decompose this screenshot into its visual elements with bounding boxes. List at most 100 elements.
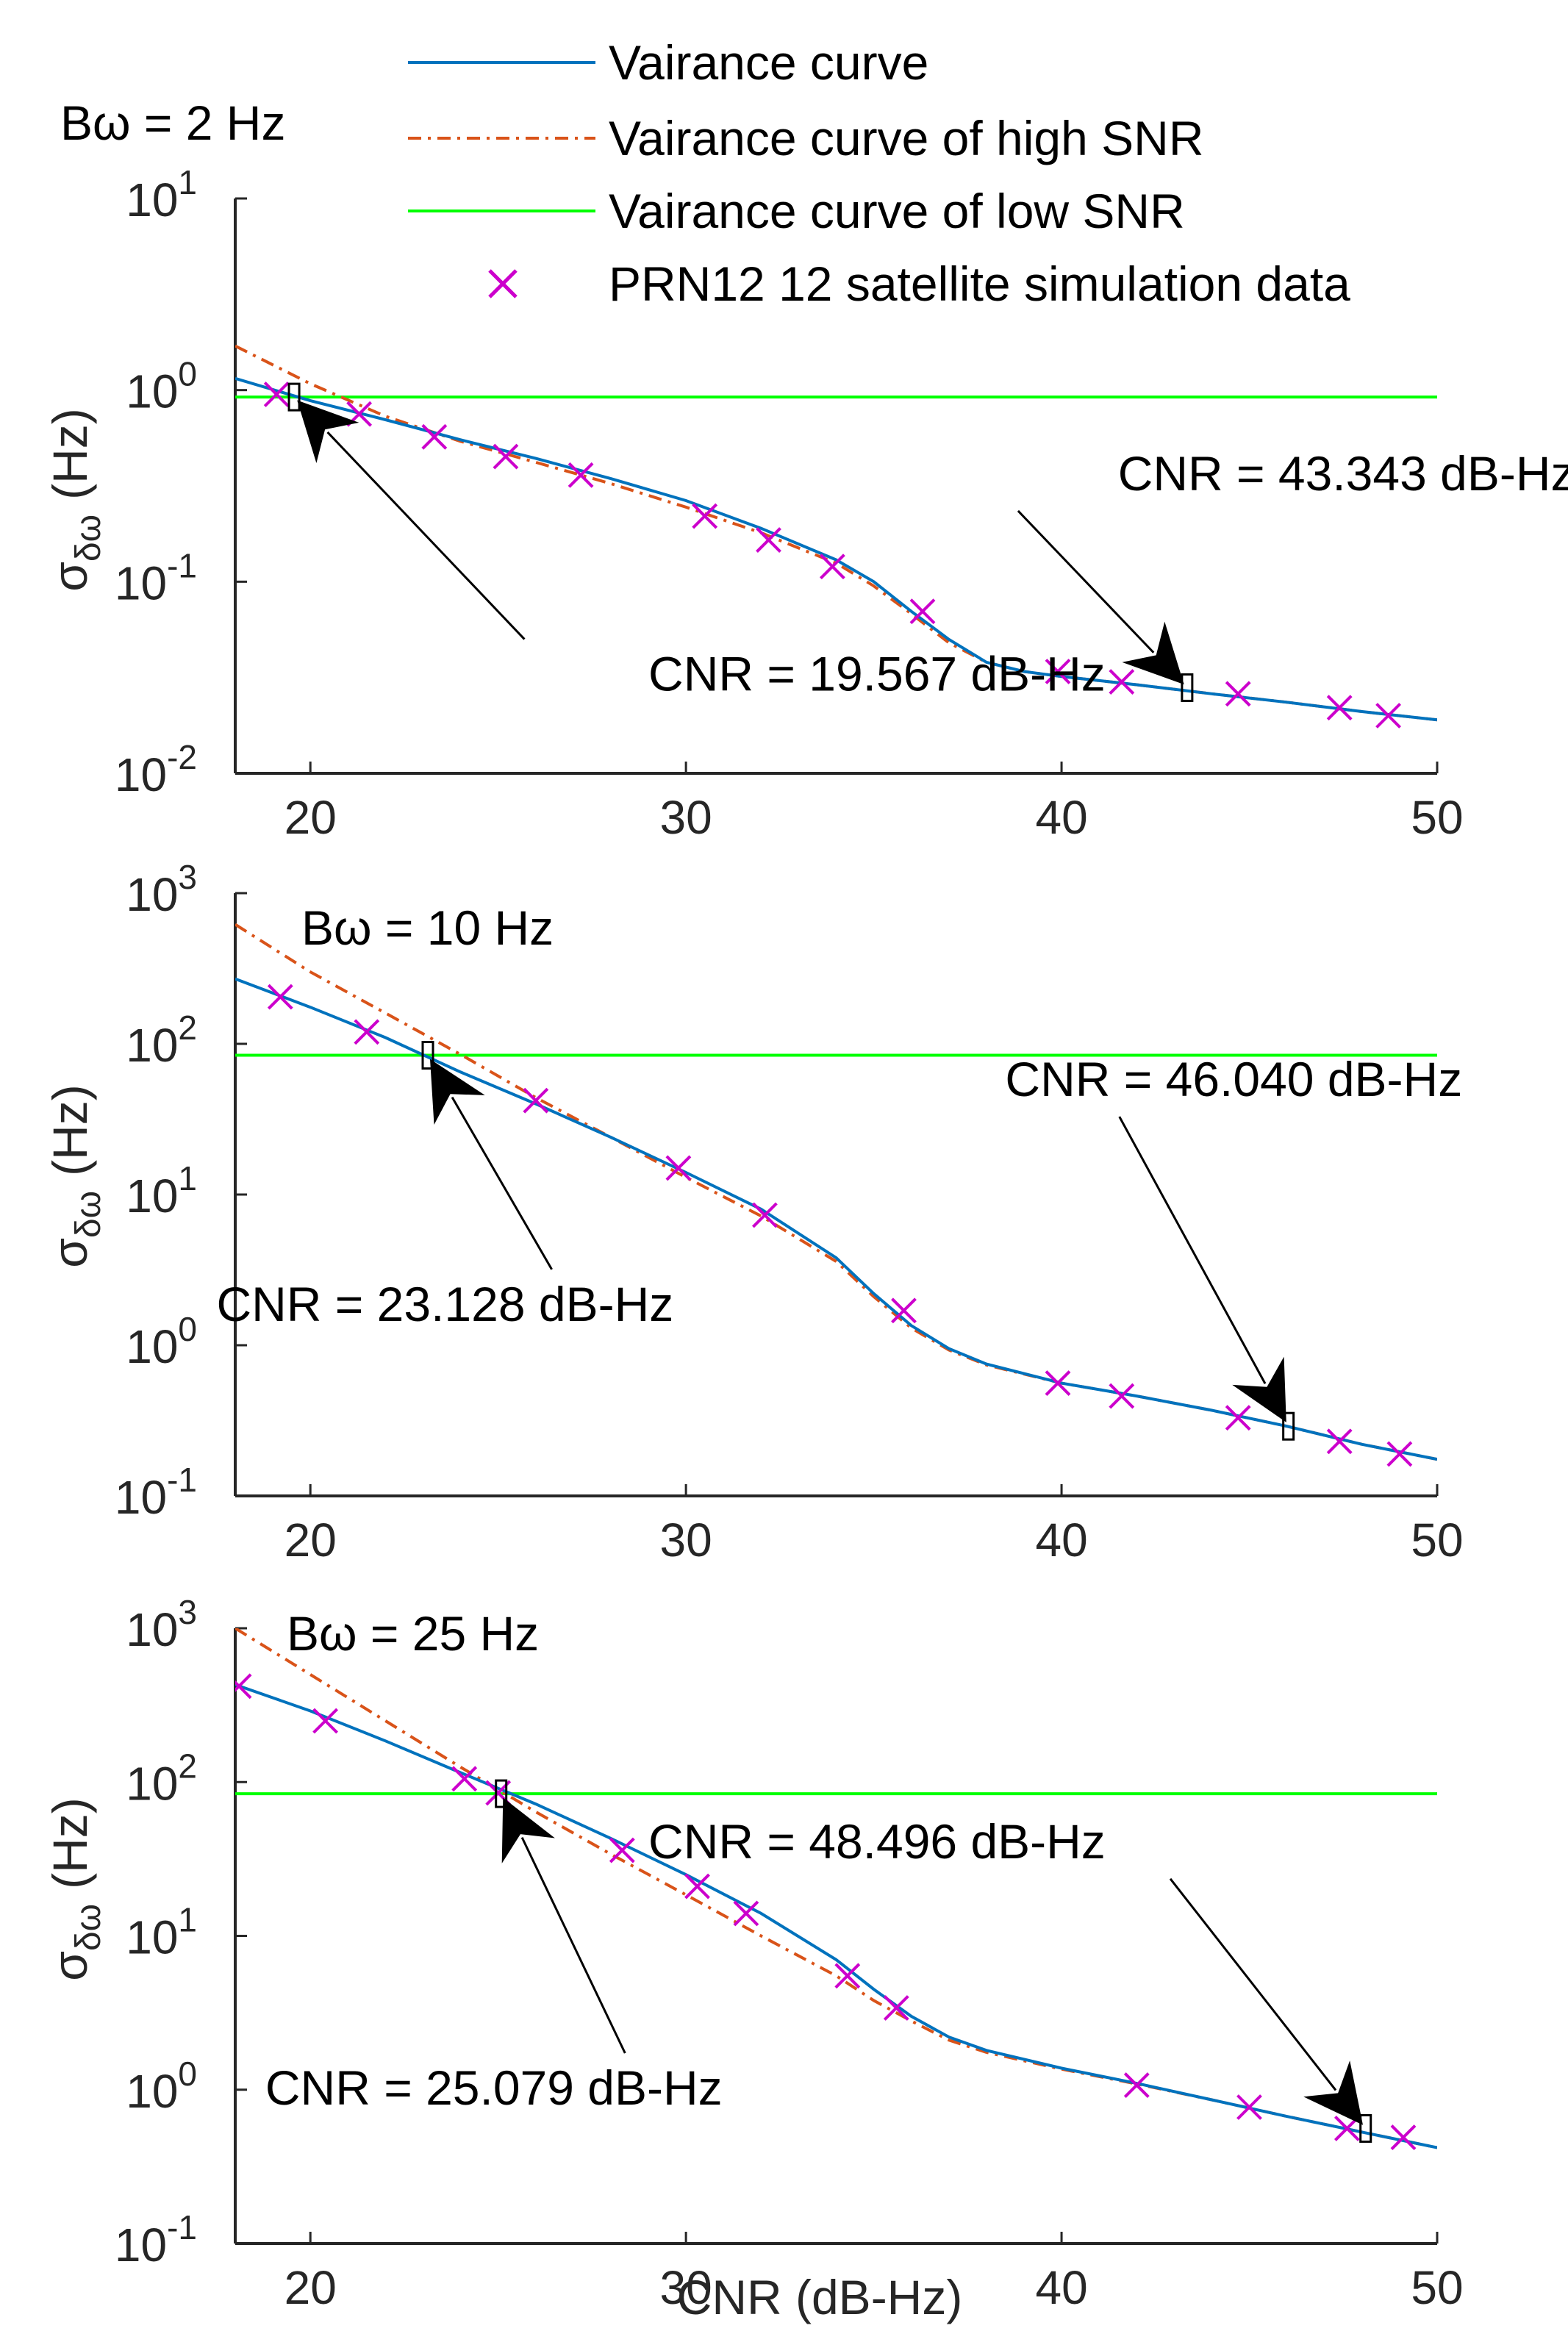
panel-2-sim-point-3-b [665,1155,692,1181]
panel-3-annotation-label-0: CNR = 25.079 dB-Hz [265,2060,723,2115]
panel-1-sim-point-6 [756,527,781,554]
panel-2-sim-point-10 [1386,1441,1413,1467]
panel-1-sim-point-8 [909,598,936,625]
panel-1-xtick-label-0: 20 [284,791,337,844]
panel-3-ytick-label-4: 103 [126,1593,197,1656]
panel-2-xtick-label-2: 40 [1035,1514,1087,1566]
panel-1-annotation-marker-0 [287,382,301,412]
panel-2-sim-point-8-b [1225,1405,1251,1431]
panel-3-sim-point-0-b [235,1673,252,1692]
panel-3-sim-point-9 [1123,2072,1150,2099]
panel-3-ytick-label-base-4: 10 [126,1603,178,1656]
panel-3-sim-point-7-b [834,1963,861,1989]
panel-3-xtick-label-1: 30 [660,2261,712,2314]
panel-1-ytick-label-exp-0: -2 [167,738,197,776]
panel-1-annotation-arrow-head-0 [297,400,359,463]
panel-2-ytick-label-exp-4: 3 [178,858,197,896]
y-axis-label-top: σδω (Hz) [43,408,108,592]
y-axis-label-middle-unit: (Hz) [43,1084,97,1176]
panel-2-ytick-label-exp-2: 1 [178,1159,197,1197]
x-axis-label: CNR (dB-Hz) [677,2270,963,2324]
panel-1-sim-point-10-b [1109,669,1135,695]
y-axis-label-top-text: σδω (Hz) [43,408,108,592]
y-axis-label-top-main: σ [43,562,97,592]
panel-1-sim-point-10 [1109,669,1135,695]
panel-2-sim-point-6-b [1045,1370,1071,1397]
panel-2-variance-curve [235,977,1437,1461]
panel-1-sim-point-12 [1326,695,1353,721]
panel-1-ytick-label-base-0: 10 [115,748,167,801]
panel-3-ytick-label-0: 10-1 [115,2208,197,2271]
legend: Vairance curve Vairance curve of high SN… [408,35,1350,311]
panel-1-variance-curve [235,376,1437,722]
panel-2-high-snr-curve [235,923,1437,1461]
panel-1-ytick-label-exp-2: 0 [178,355,197,393]
panel-1-sim-point-13-b [1375,703,1402,728]
panel-2-sim-point-0-b [267,984,293,1010]
panel-2-sim-point-2-b [523,1087,549,1114]
panel-1-sim-point-8-b [909,598,936,625]
y-axis-label-middle-text: σδω (Hz) [43,1084,108,1268]
panel-2-plot-area [235,923,1437,1467]
legend-label-low-snr: Vairance curve of low SNR [609,184,1185,238]
panel-2-sim-point-8 [1225,1405,1251,1431]
legend-marker-sim [488,269,518,298]
legend-label-high-snr: Vairance curve of high SNR [609,111,1204,165]
panel-3-sim-point-4 [609,1837,635,1863]
y-axis-label-bottom-main: σ [43,1951,97,1981]
panel-1-annotation-label-0: CNR = 19.567 dB-Hz [648,647,1106,701]
panel-1-annotation-arrow-shaft-1 [1017,509,1155,654]
panel-1-sim-point-13 [1375,703,1402,728]
panel-2-ytick-label-base-3: 10 [126,1019,178,1072]
panel-2-ytick-label-3: 102 [126,1009,197,1072]
panel-1-sim-point-7-b [819,554,845,580]
panel-2-title: Bω = 10 Hz [301,900,554,955]
panel-2-sim-point-7 [1109,1383,1135,1409]
panel-1-ytick-label-2: 100 [126,355,197,418]
panel-3-ytick-label-exp-1: 0 [178,2055,197,2093]
panel-1-annotation-arrow-head-1 [1122,621,1184,685]
panel-3-sim-point-10 [1236,2094,1262,2120]
panel-1-sim-point-0-b [263,382,290,407]
panel-2-annotation-label-0: CNR = 23.128 dB-Hz [216,1277,673,1331]
panel-1-sim-point-4 [568,462,594,488]
panel-3-ytick-label-exp-3: 2 [178,1747,197,1785]
panel-1-sim-point-11-b [1225,681,1251,707]
panel-2-ytick-label-1: 100 [126,1310,197,1373]
panel-2-sim-point-9 [1326,1428,1353,1455]
panel-2-sim-point-10-b [1386,1441,1413,1467]
panel-2-sim-point-5 [891,1297,917,1324]
panel-1-sim-point-9-b [1045,659,1071,684]
panel-1-annotation-arrow-shaft-0 [326,431,526,640]
panel-3-sim-point-0 [235,1673,252,1700]
panel-3-sim-point-6 [733,1900,759,1927]
panel-1-ytick-label-0: 10-2 [115,738,197,801]
y-axis-label-bottom: σδω (Hz) [43,1797,108,1981]
panel-1-sim-point-6-b [756,527,781,554]
panel-1-annotation-label-1: CNR = 43.343 dB-Hz [1118,446,1568,501]
panel-2-annotation-marker-0 [421,1041,434,1070]
panel-3-ytick-label-exp-0: -1 [167,2208,197,2246]
panel-1-ytick-label-exp-1: -1 [167,546,197,584]
panel-1-sim-point-2-b [421,423,448,450]
panel-1-sim-point-12-b [1326,695,1353,721]
panel-2-sim-point-6 [1045,1370,1071,1397]
panel-2-sim-point-4 [751,1202,778,1228]
panel-2-sim-point-5-b [891,1297,917,1324]
panel-3-ytick-label-exp-4: 3 [178,1593,197,1631]
panel-3-ytick-label-base-2: 10 [126,1911,178,1964]
panel-1-sim-point-9 [1045,659,1071,684]
panel-2-ytick-label-exp-3: 2 [178,1009,197,1047]
y-axis-label-top-sub: δω [69,515,108,562]
panel-3-ytick-label-2: 101 [126,1901,197,1964]
panel-1-sim-point-7 [819,554,845,580]
panel-3-annotation-label-1: CNR = 48.496 dB-Hz [648,1814,1106,1869]
panel-3-sim-point-6-b [733,1900,759,1927]
panel-1-annotation-marker-1 [1181,673,1194,702]
y-axis-label-middle: σδω (Hz) [43,1084,108,1268]
panel-2-annotation-arrow-shaft-0 [451,1096,553,1270]
panel-3-sim-point-5 [684,1873,710,1899]
y-axis-label-middle-main: σ [43,1238,97,1268]
